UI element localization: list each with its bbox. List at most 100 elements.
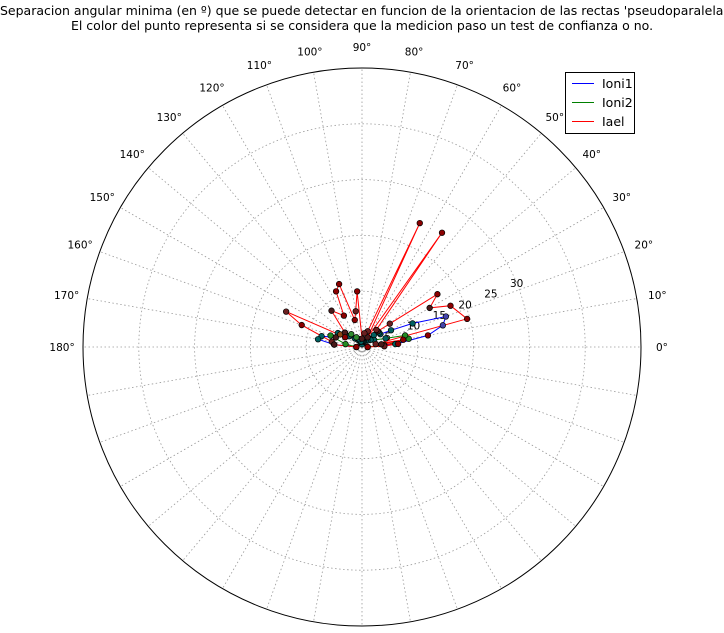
- data-point-iael: [332, 288, 340, 295]
- radial-tick-label: 25: [484, 289, 497, 301]
- data-point-iael: [282, 308, 290, 315]
- angular-gridline: [361, 72, 411, 348]
- angular-gridline: [361, 251, 625, 348]
- data-point-iael: [331, 341, 338, 348]
- data-point-iael: [352, 308, 359, 315]
- data-point-ioni2: [382, 335, 389, 342]
- angular-gridline: [87, 298, 363, 348]
- data-point-ioni2: [327, 332, 334, 339]
- legend-label-iael: Iael: [602, 114, 625, 129]
- angle-tick-label: 0°: [656, 342, 668, 354]
- data-point-iael: [328, 307, 335, 314]
- data-point-iael: [361, 330, 368, 337]
- angular-gridline: [120, 207, 363, 348]
- data-point-iael: [386, 320, 393, 327]
- data-point-iael: [353, 288, 361, 295]
- data-point-ioni2: [353, 334, 360, 341]
- data-point-ioni1: [424, 332, 432, 339]
- data-point-ioni1: [439, 322, 446, 329]
- data-point-iael: [378, 341, 385, 348]
- angular-gridline: [361, 346, 604, 487]
- data-point-ioni1: [314, 336, 322, 343]
- data-point-ioni2: [348, 331, 355, 338]
- radial-tick-label: 30: [510, 278, 523, 290]
- angle-tick-label: 110°: [247, 60, 272, 72]
- angular-gridline: [361, 133, 542, 348]
- angle-tick-label: 180°: [49, 342, 74, 354]
- chart-title: Separacion angular minima (en º) que se …: [0, 3, 724, 33]
- angular-gridline: [361, 84, 458, 348]
- angular-gridline: [361, 346, 458, 610]
- angular-gridline: [182, 133, 363, 348]
- data-point-iael: [372, 340, 379, 348]
- radial-tick-label: 20: [458, 299, 471, 311]
- angular-gridline: [222, 105, 363, 348]
- angular-gridline: [361, 346, 502, 589]
- angular-gridline: [148, 346, 363, 527]
- legend: Ioni1 Ioni2 Iael: [565, 72, 635, 134]
- angle-tick-label: 130°: [157, 112, 182, 124]
- data-point-iael: [426, 304, 433, 312]
- data-point-iael: [463, 315, 471, 322]
- legend-label-ioni2: Ioni2: [602, 95, 633, 110]
- angle-tick-label: 90°: [353, 42, 372, 54]
- data-point-iael: [351, 316, 358, 324]
- radial-gridline: [194, 179, 530, 515]
- data-point-iael: [335, 280, 343, 288]
- legend-swatch-ioni2: [572, 102, 594, 103]
- angle-tick-label: 60°: [503, 82, 522, 94]
- angle-tick-label: 160°: [68, 239, 93, 251]
- data-point-iael: [364, 343, 371, 351]
- angular-gridline: [120, 346, 363, 487]
- data-point-iael: [340, 312, 348, 319]
- angular-gridline: [148, 167, 363, 348]
- angular-gridline: [361, 346, 576, 527]
- data-point-iael: [416, 219, 423, 227]
- angle-tick-label: 30°: [612, 192, 631, 204]
- data-point-iael: [298, 321, 305, 329]
- angle-tick-label: 40°: [582, 149, 601, 161]
- angular-gridline: [313, 72, 363, 348]
- data-point-iael: [358, 335, 366, 342]
- angular-gridline: [182, 346, 363, 561]
- data-point-iael: [341, 334, 349, 341]
- angle-tick-label: 170°: [54, 290, 79, 302]
- angular-gridline: [222, 346, 363, 589]
- radial-gridline: [138, 123, 586, 571]
- data-point-iael: [400, 336, 407, 343]
- angle-tick-label: 20°: [635, 239, 654, 251]
- angular-gridline: [361, 207, 604, 348]
- angle-tick-label: 100°: [297, 47, 322, 59]
- legend-label-ioni1: Ioni1: [602, 76, 633, 91]
- polar-frame: [82, 67, 642, 627]
- angle-tick-label: 10°: [648, 290, 667, 302]
- angle-tick-label: 140°: [120, 149, 145, 161]
- angular-gridline: [361, 346, 411, 622]
- angle-tick-label: 80°: [405, 47, 424, 59]
- angle-tick-label: 50°: [545, 112, 564, 124]
- angular-gridline: [361, 346, 637, 396]
- legend-swatch-iael: [572, 121, 594, 122]
- data-point-ioni2: [342, 340, 349, 348]
- data-point-ioni1: [409, 320, 416, 327]
- angular-gridline: [361, 105, 502, 348]
- radial-gridline: [305, 290, 419, 404]
- angle-tick-label: 120°: [199, 82, 224, 94]
- angular-gridline: [266, 84, 363, 348]
- chart-title-line-2: El color del punto representa si se cons…: [70, 18, 654, 33]
- data-point-iael: [438, 229, 446, 236]
- angular-gridline: [99, 346, 363, 443]
- radial-gridline: [249, 234, 474, 459]
- angular-gridline: [313, 346, 363, 622]
- data-point-ioni1: [442, 313, 450, 320]
- data-point-iael: [447, 302, 454, 309]
- angular-gridline: [266, 346, 363, 610]
- angular-gridline: [87, 346, 363, 396]
- data-point-iael: [394, 340, 402, 347]
- angular-gridline: [99, 251, 363, 348]
- data-point-ioni1: [387, 327, 395, 334]
- angular-gridline: [361, 346, 542, 561]
- data-point-iael: [373, 326, 380, 334]
- angular-gridline: [361, 346, 625, 443]
